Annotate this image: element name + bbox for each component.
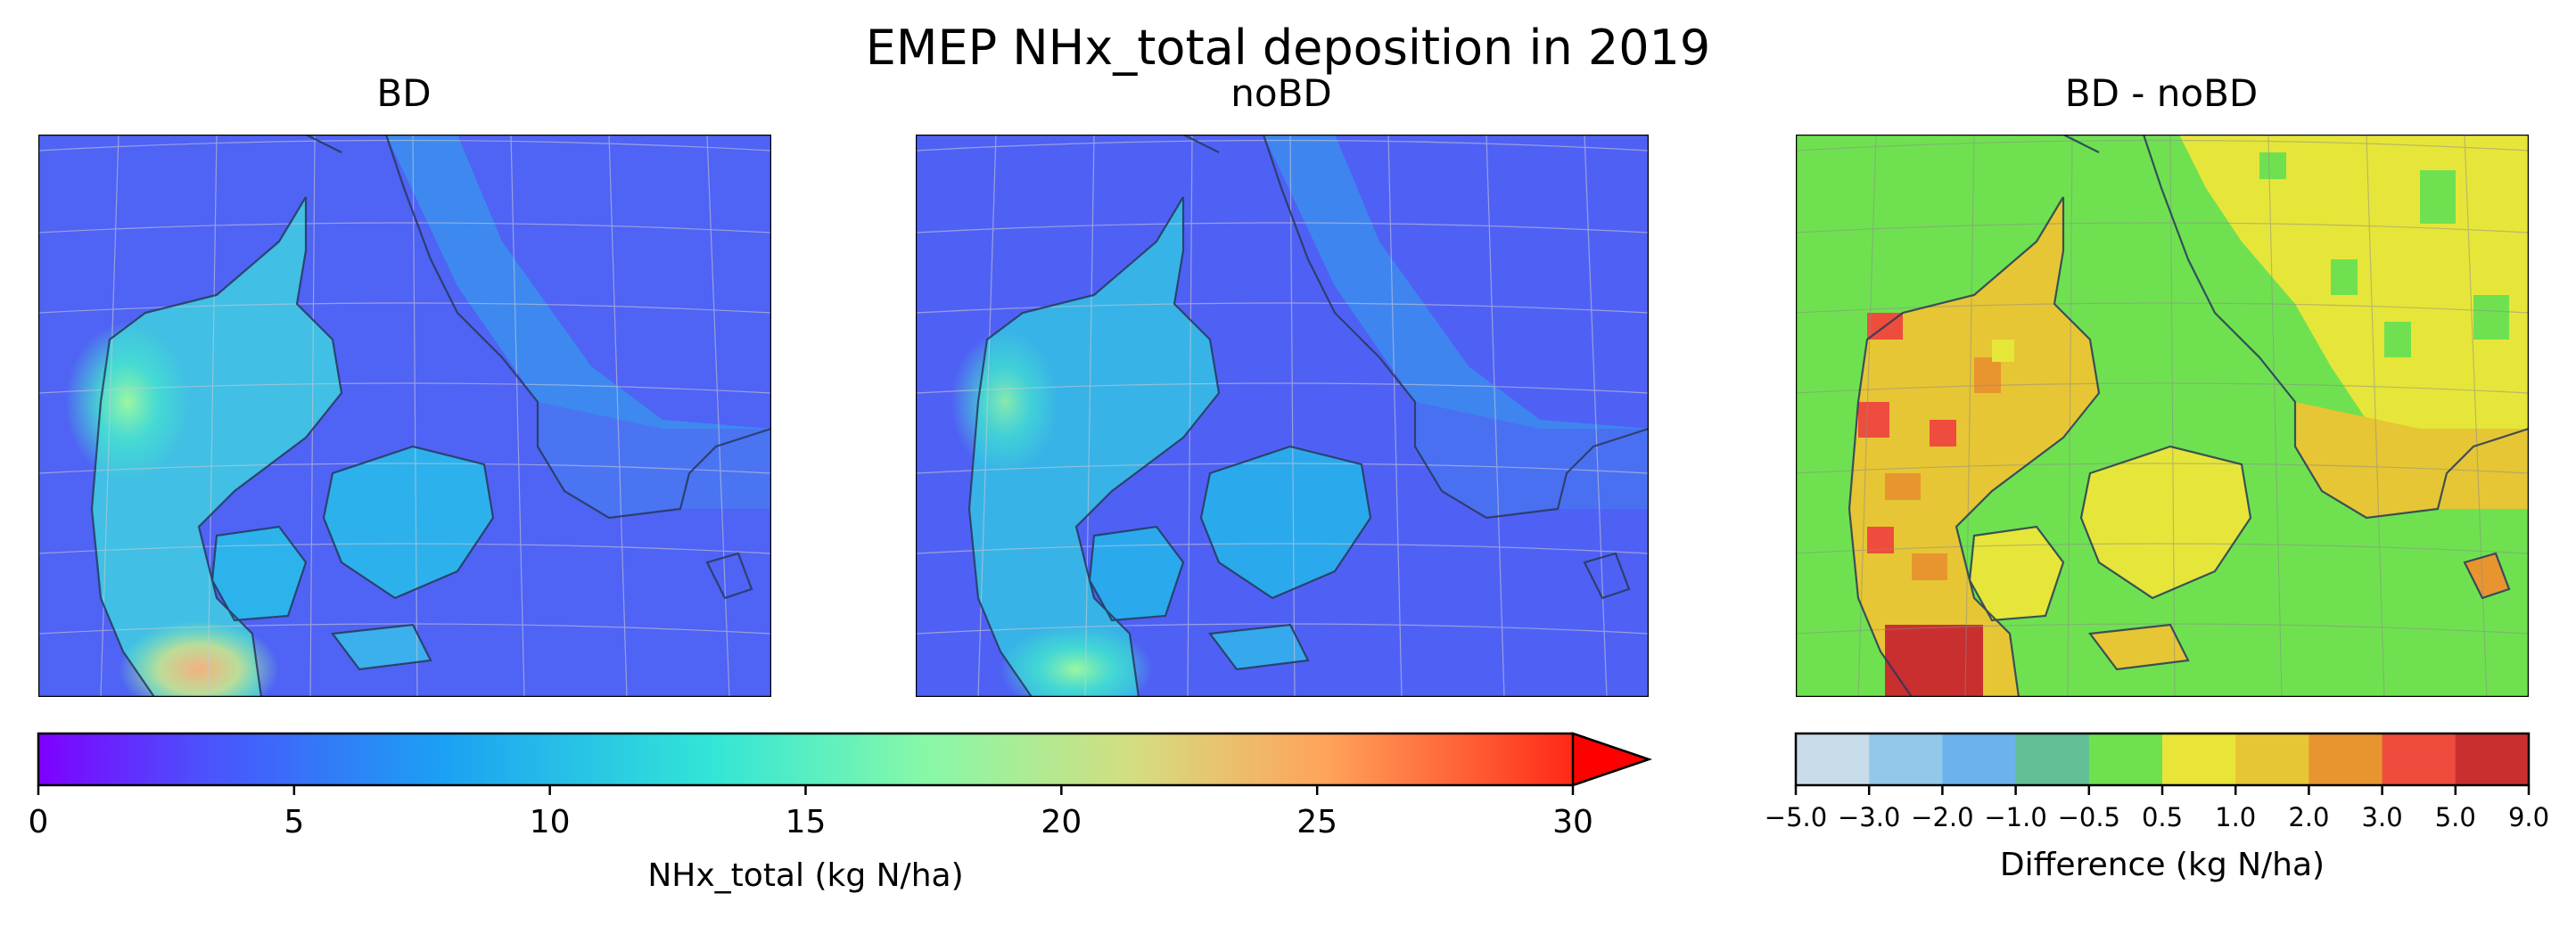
- colorbar-bin: [2088, 733, 2163, 785]
- colorbar-tick-label: −3.0: [1837, 802, 1901, 832]
- colorbar-tick-label: −2.0: [1911, 802, 1974, 832]
- figure-title: EMEP NHx_total deposition in 2019: [865, 20, 1711, 76]
- colorbar-tick-label: −5.0: [1764, 802, 1828, 832]
- colorbar-tick-label: 20: [1041, 804, 1082, 840]
- colorbar-tick-label: 15: [785, 804, 827, 840]
- colorbar-tick-label: −0.5: [2057, 802, 2120, 832]
- panel-title-bd: BD: [376, 71, 432, 115]
- colorbar-tick-label: 5.0: [2434, 802, 2476, 832]
- lolland-diff: [2090, 625, 2188, 669]
- colorbar-nhx: [37, 732, 1652, 795]
- colorbar-bin: [2015, 733, 2090, 785]
- colorbar-bin: [2162, 733, 2236, 785]
- colorbar-bin: [2455, 733, 2530, 785]
- colorbar-tick-label: 5: [284, 804, 305, 840]
- lolland-land: [333, 625, 431, 669]
- scania-land: [1415, 402, 1649, 518]
- hotspot-west: [951, 331, 1058, 473]
- colorbar-diff-label: Difference (kg N/ha): [1999, 847, 2325, 883]
- hotspot-south: [119, 620, 279, 697]
- map-panel-nobd: [916, 135, 1649, 697]
- hotspot-south: [1000, 625, 1152, 697]
- colorbar-tick-label: 0.5: [2141, 802, 2184, 832]
- scania-diff: [2295, 402, 2529, 518]
- map-panel-bd: [38, 135, 771, 697]
- colorbar-bin: [2235, 733, 2309, 785]
- colorbar-tick-label: 25: [1296, 804, 1338, 840]
- panel-title-nobd: noBD: [1230, 71, 1332, 115]
- colorbar-bin: [1796, 733, 1870, 785]
- sweden-coast-band: [1263, 135, 1649, 509]
- colorbar-tick-label: 9.0: [2507, 802, 2550, 832]
- jutland-land: [92, 197, 342, 697]
- colorbar-bin: [1869, 733, 1943, 785]
- colorbar-tick-label: 10: [529, 804, 571, 840]
- funen-land: [212, 527, 306, 620]
- funen-diff: [1970, 527, 2063, 620]
- colorbar-bin: [2382, 733, 2457, 785]
- colorbar-tick-label: 1.0: [2215, 802, 2257, 832]
- colorbar-bin: [1942, 733, 2017, 785]
- colorbar-tick-label: 3.0: [2361, 802, 2403, 832]
- panel-title-diff: BD - noBD: [2064, 71, 2259, 115]
- scania-land: [538, 402, 771, 518]
- map-panel-diff: [1796, 135, 2529, 697]
- zealand-land: [324, 447, 493, 598]
- colorbar-tick-label: 2.0: [2288, 802, 2330, 832]
- funen-land: [1090, 527, 1183, 620]
- colorbar-bin: [2309, 733, 2383, 785]
- colorbar-tick-label: 0: [28, 804, 49, 840]
- bornholm-diff: [2465, 553, 2509, 598]
- colorbar-extend-arrow: [1571, 732, 1652, 787]
- colorbar-tick-label: 30: [1552, 804, 1593, 840]
- hotspot-west: [65, 322, 190, 482]
- zealand-land: [1201, 447, 1370, 598]
- lolland-land: [1210, 625, 1308, 669]
- zealand-diff: [2081, 447, 2251, 598]
- colorbar-tick-label: −1.0: [1984, 802, 2047, 832]
- sweden-coast-band: [386, 135, 771, 509]
- colorbar-nhx-bar: [37, 732, 1652, 787]
- jutland-land: [969, 197, 1219, 697]
- colorbar-diff: [1794, 732, 2531, 795]
- colorbar-nhx-label: NHx_total (kg N/ha): [647, 857, 964, 894]
